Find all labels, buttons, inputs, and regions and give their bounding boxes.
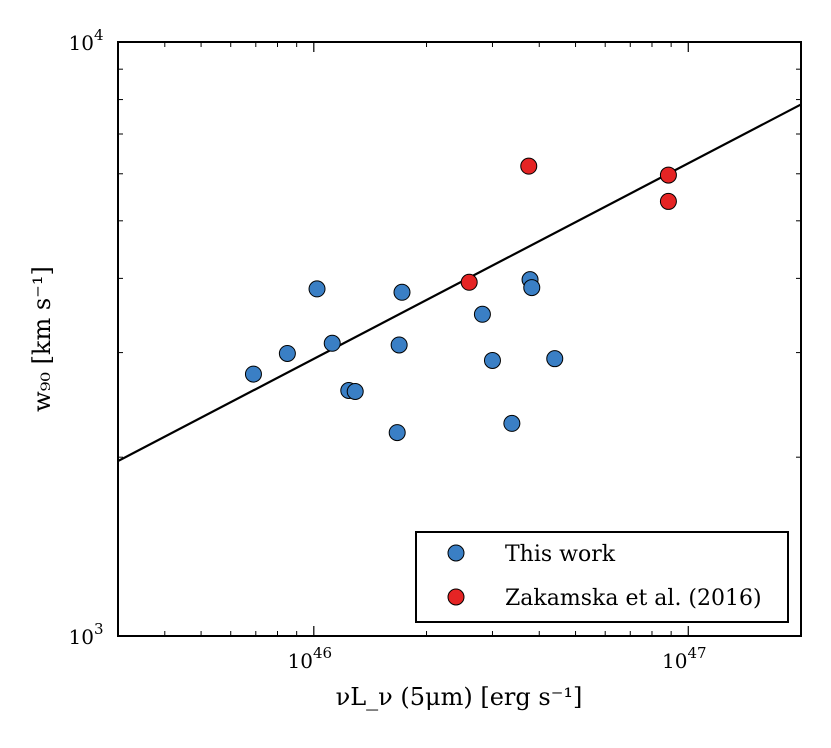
x-axis-label: νL_ν (5μm) [erg s⁻¹] bbox=[336, 683, 583, 711]
legend-marker-zakamska bbox=[447, 588, 465, 606]
point-this-work bbox=[308, 280, 326, 298]
point-this-work bbox=[278, 344, 296, 362]
x-tick-exponent: 47 bbox=[687, 644, 706, 662]
y-tick-labels: 103 104 bbox=[69, 26, 104, 649]
legend-label-zakamska: Zakamska et al. (2016) bbox=[505, 586, 762, 611]
point-this-work bbox=[483, 351, 501, 369]
y-axis-label: w₉₀ [km s⁻¹] bbox=[28, 266, 56, 412]
legend-label-this-work: This work bbox=[505, 542, 616, 567]
y-tick-label: 104 bbox=[69, 26, 104, 55]
point-this-work bbox=[393, 283, 411, 301]
point-zakamska bbox=[659, 166, 677, 184]
fit-line bbox=[117, 103, 802, 463]
point-this-work bbox=[346, 382, 364, 400]
fit-line-layer bbox=[117, 103, 802, 463]
point-this-work bbox=[390, 336, 408, 354]
point-zakamska bbox=[520, 157, 538, 175]
legend-marker-this-work bbox=[447, 544, 465, 562]
point-zakamska bbox=[460, 273, 478, 291]
x-tick-labels: 1046 1047 bbox=[288, 644, 707, 673]
plot-frame bbox=[117, 41, 802, 637]
point-zakamska bbox=[659, 192, 677, 210]
x-tick-label: 1047 bbox=[662, 644, 707, 673]
legend-box bbox=[415, 531, 789, 623]
point-this-work bbox=[388, 424, 406, 442]
point-this-work bbox=[244, 365, 262, 383]
legend: This work Zakamska et al. (2016) bbox=[415, 531, 789, 623]
point-this-work bbox=[473, 305, 491, 323]
point-this-work bbox=[323, 334, 341, 352]
x-tick-label: 1046 bbox=[288, 644, 333, 673]
point-this-work bbox=[523, 279, 541, 297]
points-layer bbox=[244, 157, 677, 442]
point-this-work bbox=[503, 414, 521, 432]
y-tick-label: 103 bbox=[69, 620, 104, 649]
point-this-work bbox=[546, 350, 564, 368]
y-tick-exponent: 4 bbox=[94, 26, 104, 44]
x-tick-exponent: 46 bbox=[313, 644, 332, 662]
y-tick-exponent: 3 bbox=[94, 620, 104, 638]
